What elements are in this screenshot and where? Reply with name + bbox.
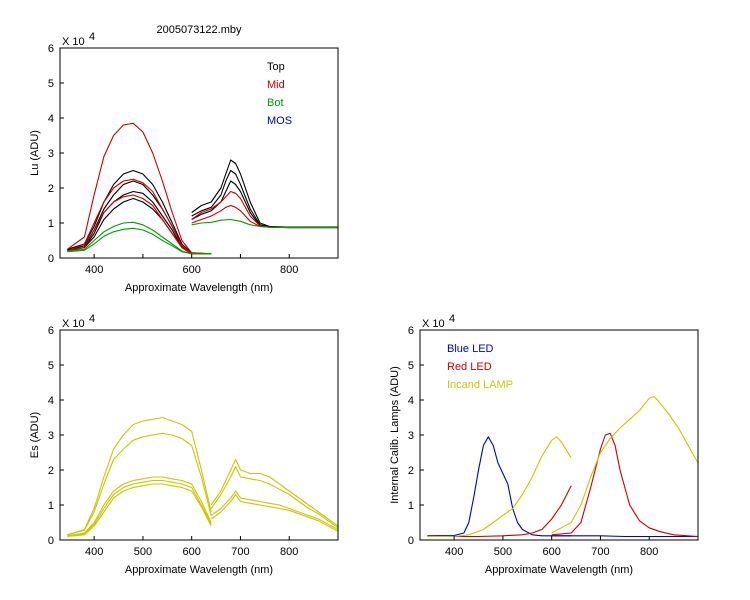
x-tick-label: 600 [183,546,201,558]
y-tick-label: 5 [48,360,54,372]
y-tick-label: 4 [408,395,414,407]
y-tick-label: 1 [48,218,54,230]
y-tick-label: 0 [48,253,54,265]
y-tick-label: 2 [48,183,54,195]
series-line-0-3 [67,479,212,537]
y-tick-label: 6 [408,325,414,337]
y-tick-label: 5 [48,78,54,90]
figure-title: 2005073122.mby [156,24,242,36]
x-tick-label: 800 [280,264,298,276]
y-multiplier: X 10 [422,318,445,330]
series-line-2-0 [427,436,572,538]
y-multiplier-exponent: 4 [89,31,95,43]
y-axis-label: Lu (ADU) [29,130,41,176]
y-tick-label: 2 [408,465,414,477]
y-multiplier-exponent: 4 [449,313,455,325]
x-tick-label: 400 [85,546,103,558]
series-line-1-2 [67,194,212,255]
x-axis-label: Approximate Wavelength (nm) [125,282,273,294]
legend-entry: Bot [267,97,284,109]
series-line-0-0 [427,436,572,537]
x-axis-label: Approximate Wavelength (nm) [125,564,273,576]
legend-entry: Mid [267,79,285,91]
series-line-0-1 [67,432,212,536]
x-axis-label: Approximate Wavelength (nm) [485,564,633,576]
x-tick-label: 400 [85,264,103,276]
series-line-0-0 [67,169,212,255]
series-line-0-6 [210,465,339,529]
x-tick-label: 800 [640,546,658,558]
y-multiplier-exponent: 4 [89,313,95,325]
legend-entry: Incand LAMP [447,379,513,391]
y-tick-label: 4 [48,395,54,407]
y-multiplier: X 10 [62,36,85,48]
series-line-2-1 [67,227,212,255]
series-line-1-1 [551,432,699,538]
y-tick-label: 3 [48,148,54,160]
y-tick-label: 2 [48,465,54,477]
legend-entry: Top [267,61,285,73]
x-tick-label: 700 [591,546,609,558]
y-tick-label: 1 [48,500,54,512]
y-multiplier: X 10 [62,318,85,330]
series-line-0-4 [67,483,212,538]
legend-entry: Red LED [447,361,492,373]
series-line-2-1 [551,395,699,534]
y-tick-label: 0 [408,535,414,547]
y-tick-label: 4 [48,113,54,125]
y-tick-label: 3 [408,430,414,442]
series-line-0-4 [191,159,338,228]
series-line-1-0 [66,122,212,255]
y-tick-label: 6 [48,325,54,337]
series-line-0-2 [67,476,212,537]
y-axis-label: Es (ADU) [29,412,41,458]
series-line-2-2 [191,218,338,229]
legend-entry: Blue LED [447,343,494,355]
calib-lamps-panel: 0 1 2 3 4 5 6 400 500 600 700 800 Approximate Wavele… [389,313,699,576]
x-tick-label: 800 [280,546,298,558]
x-tick-label: 500 [134,546,152,558]
legend-entry: MOS [267,115,292,127]
y-axis-label: Internal Calib. Lamps (ADU) [389,366,401,504]
x-tick-label: 400 [445,546,463,558]
y-tick-label: 6 [48,43,54,55]
series-line-2-0 [67,221,212,255]
series-line-1-1 [67,178,212,255]
series-line-0-5 [210,458,339,527]
series-line-0-1 [551,535,698,538]
y-tick-label: 0 [48,535,54,547]
y-tick-label: 3 [48,430,54,442]
axes-frame [59,47,339,259]
x-tick-label: 600 [543,546,561,558]
x-tick-label: 700 [231,546,249,558]
y-tick-label: 5 [408,360,414,372]
series-line-0-0 [67,416,212,536]
y-tick-label: 1 [408,500,414,512]
series-line-0-7 [210,490,339,530]
lu-panel: 0 1 2 3 4 5 6 400 600 800 Approximate Wavelength (… [29,31,339,294]
es-panel: 0 1 2 3 4 5 6 400 500 600 700 800 Approximate Wavele… [29,313,339,576]
x-tick-label: 600 [183,264,201,276]
series-line-0-8 [210,493,339,532]
x-tick-label: 500 [494,546,512,558]
series-line-1-0 [427,485,572,538]
